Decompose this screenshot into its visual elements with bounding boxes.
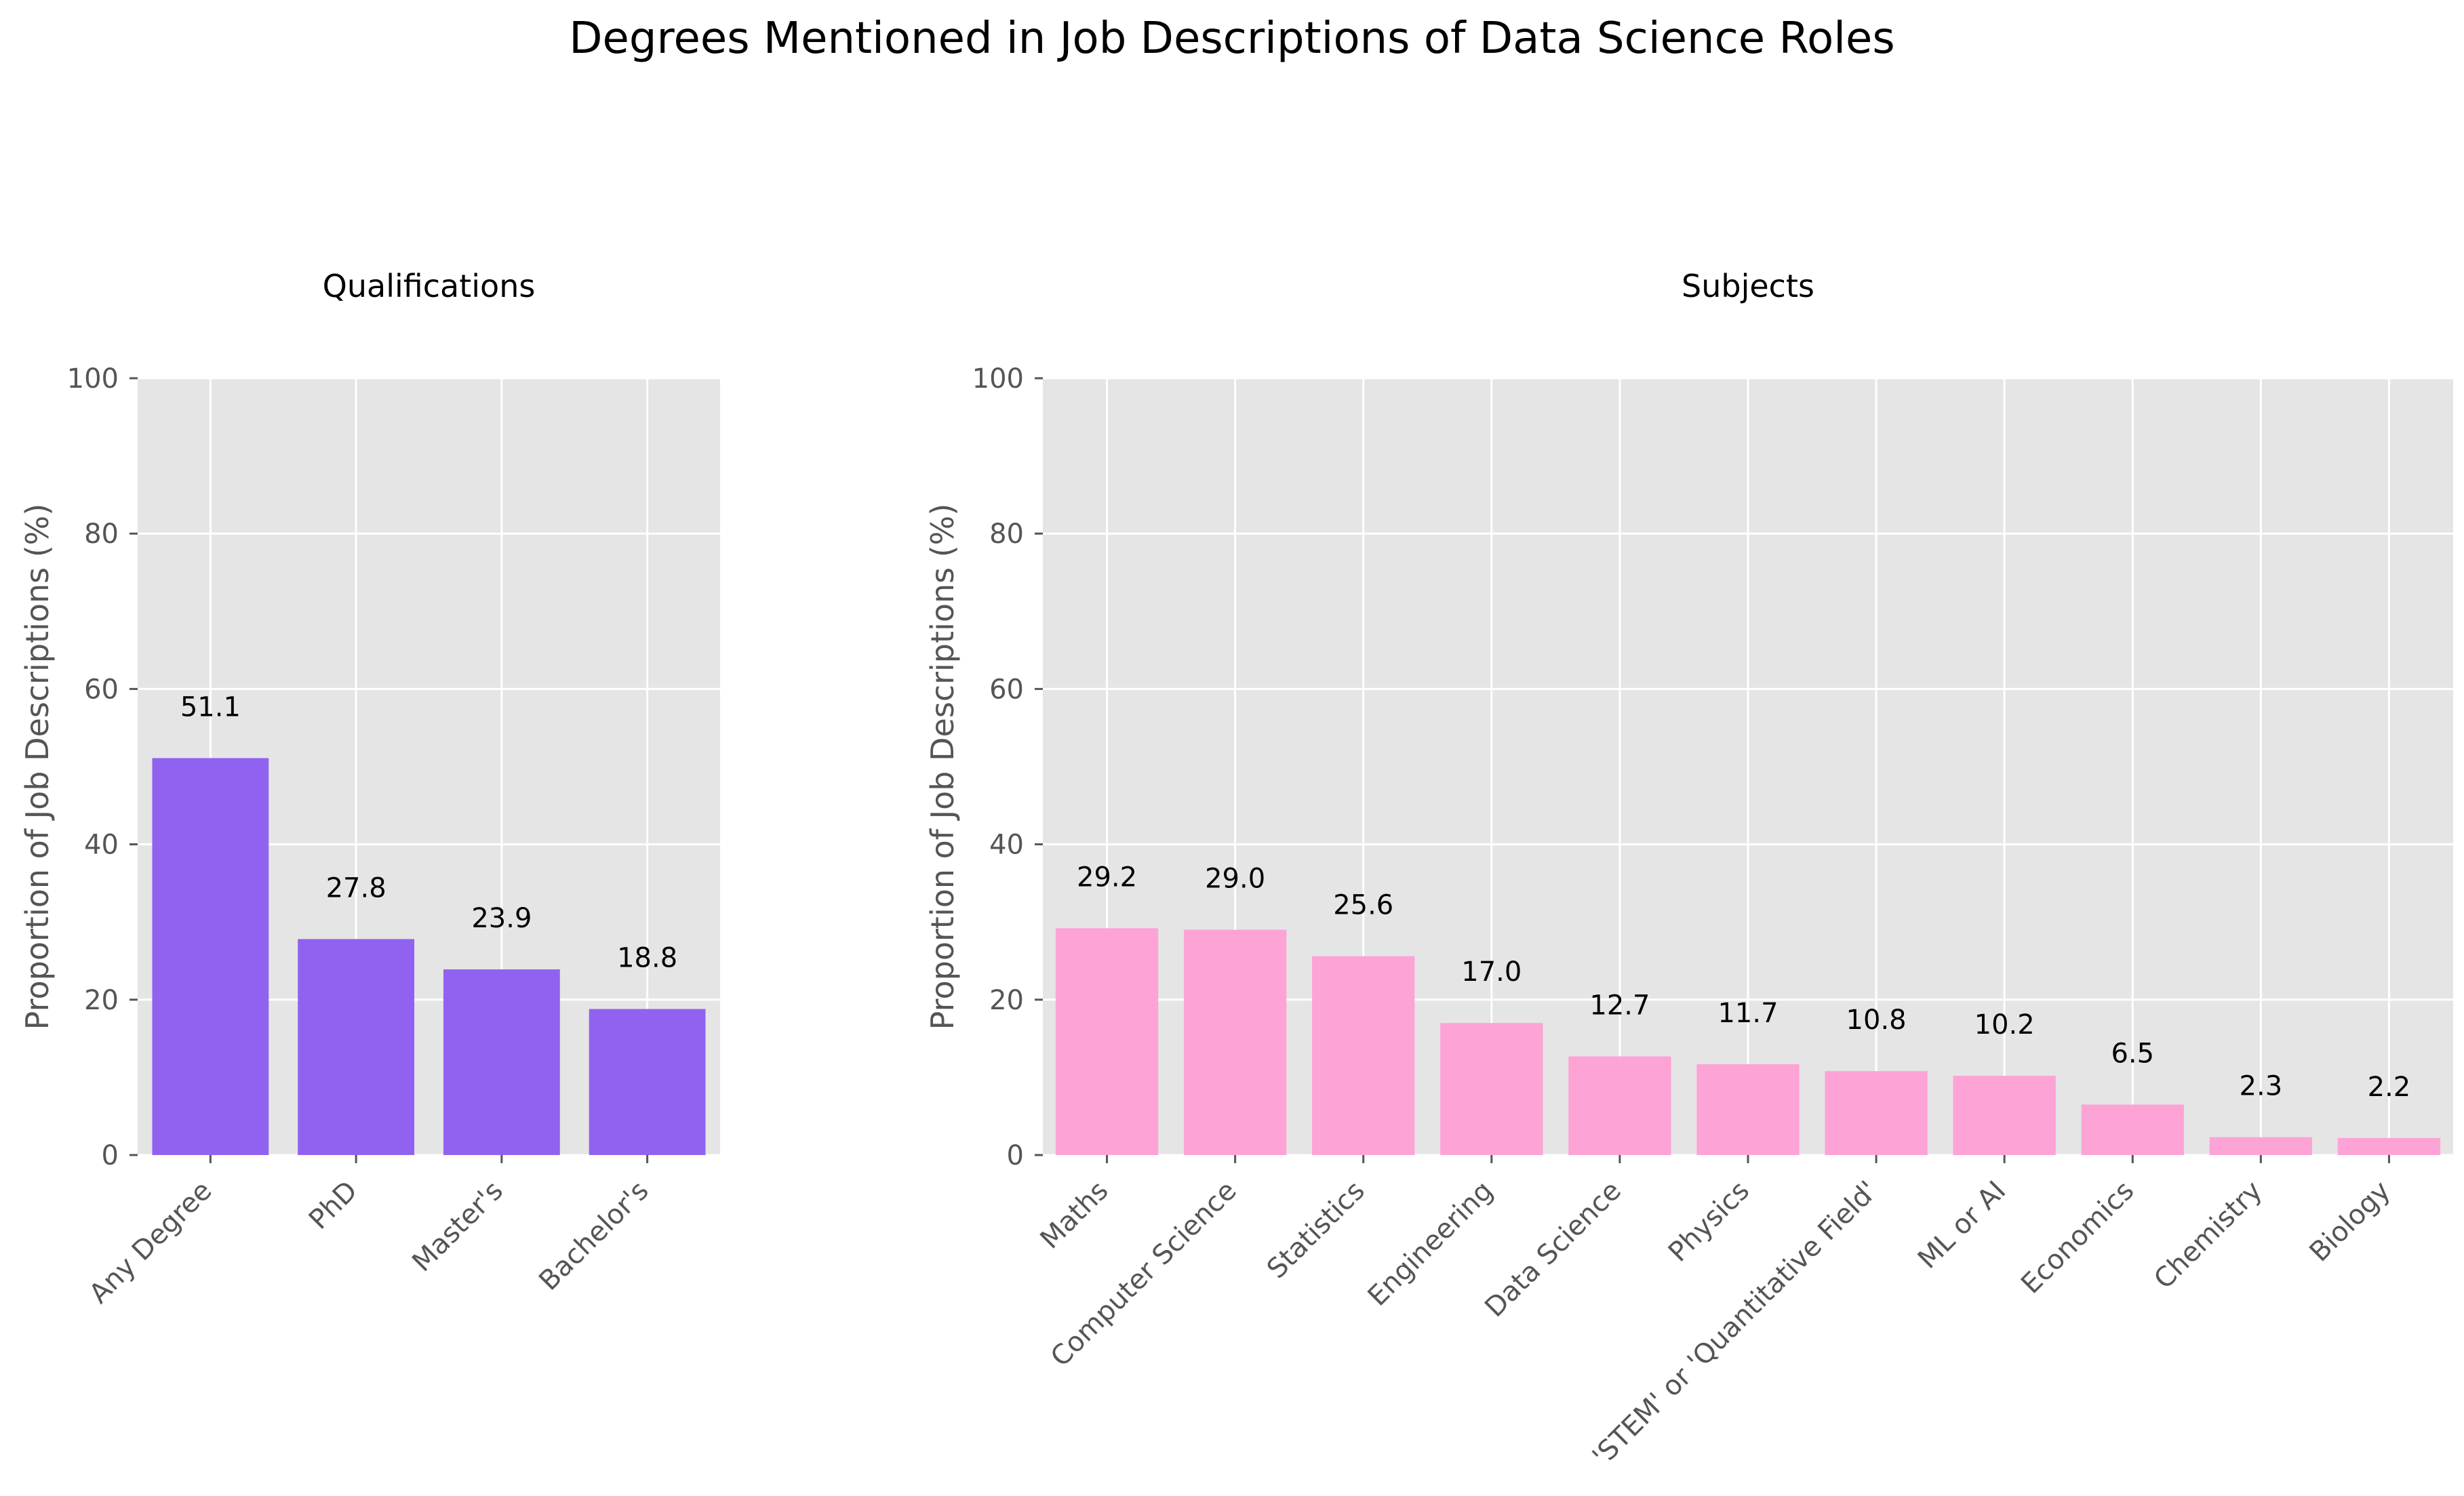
- x-tick-label-stem-or-quantitative-field: 'STEM' or 'Quantitative Field': [1587, 1175, 1884, 1472]
- x-tick-label-biology: Biology: [2304, 1175, 2397, 1268]
- data-label-engineering: 17.0: [1461, 956, 1522, 988]
- y-tick-label: 40: [84, 830, 119, 861]
- y-tick-label: 60: [84, 674, 119, 705]
- y-tick-label: 100: [972, 363, 1024, 395]
- x-tick-label-ml-or-ai: ML or AI: [1912, 1175, 2012, 1275]
- x-tick-label-engineering: Engineering: [1362, 1175, 1499, 1312]
- x-tick-label-chemistry: Chemistry: [2148, 1175, 2268, 1295]
- bar-biology: [2337, 1137, 2441, 1155]
- y-axis-label: Proportion of Job Descriptions (%): [19, 504, 56, 1030]
- y-tick-label: 0: [1007, 1140, 1024, 1171]
- data-label-biology: 2.2: [2368, 1072, 2411, 1103]
- y-tick-label: 100: [67, 363, 119, 395]
- bar-data-science: [1568, 1056, 1671, 1155]
- data-label-data-science: 12.7: [1589, 990, 1650, 1021]
- y-tick-label: 20: [989, 985, 1024, 1016]
- panel-title: Subjects: [1682, 268, 1814, 304]
- x-tick-label-master-s: Master's: [406, 1175, 509, 1278]
- x-tick-label-any-degree: Any Degree: [83, 1175, 218, 1310]
- bar-statistics: [1312, 956, 1415, 1155]
- data-label-economics: 6.5: [2111, 1038, 2154, 1070]
- bar-any-degree: [152, 758, 269, 1155]
- bar-physics: [1696, 1064, 1800, 1155]
- x-tick-label-physics: Physics: [1663, 1175, 1755, 1268]
- data-label-physics: 11.7: [1717, 998, 1778, 1029]
- y-tick-label: 0: [102, 1140, 119, 1171]
- qualifications-panel: 0 20 40 60 80 100 51.1 Any Degree 27.8 PhD 23.9 Mas…: [19, 268, 720, 1310]
- figure-title: Degrees Mentioned in Job Descriptions of…: [569, 14, 1894, 64]
- data-label-bachelor-s: 18.8: [617, 943, 677, 974]
- bar-ml-or-ai: [1953, 1076, 2056, 1155]
- y-tick-label: 80: [84, 519, 119, 550]
- y-tick-label: 40: [989, 830, 1024, 861]
- bar-engineering: [1440, 1023, 1543, 1155]
- bar-chemistry: [2209, 1137, 2312, 1155]
- bar-bachelor-s: [589, 1009, 706, 1155]
- bar-master-s: [443, 969, 560, 1155]
- data-label-any-degree: 51.1: [180, 691, 241, 723]
- data-label-statistics: 25.6: [1333, 890, 1393, 921]
- x-tick-label-economics: Economics: [2015, 1175, 2140, 1300]
- bar-stem-or-quantitative-field: [1825, 1071, 1928, 1155]
- y-tick-label: 60: [989, 674, 1024, 705]
- panel-title: Qualifications: [323, 268, 536, 304]
- bar-phd: [298, 939, 415, 1155]
- bar-maths: [1055, 928, 1159, 1155]
- data-label-computer-science: 29.0: [1205, 864, 1265, 895]
- data-label-maths: 29.2: [1077, 862, 1137, 893]
- data-label-ml-or-ai: 10.2: [1974, 1009, 2035, 1040]
- data-label-chemistry: 2.3: [2240, 1071, 2283, 1102]
- y-tick-label: 80: [989, 519, 1024, 550]
- x-tick-label-bachelor-s: Bachelor's: [533, 1175, 654, 1297]
- bar-economics: [2081, 1104, 2184, 1155]
- y-axis-label: Proportion of Job Descriptions (%): [924, 504, 961, 1030]
- x-tick-label-maths: Maths: [1035, 1175, 1115, 1255]
- data-label-master-s: 23.9: [471, 903, 532, 934]
- x-tick-label-data-science: Data Science: [1479, 1175, 1627, 1324]
- data-label-phd: 27.8: [326, 872, 386, 904]
- x-tick-label-phd: PhD: [303, 1175, 363, 1236]
- x-tick-label-statistics: Statistics: [1261, 1175, 1371, 1285]
- y-tick-label: 20: [84, 985, 119, 1016]
- bar-computer-science: [1184, 929, 1287, 1155]
- data-label-stem-or-quantitative-field: 10.8: [1846, 1005, 1907, 1036]
